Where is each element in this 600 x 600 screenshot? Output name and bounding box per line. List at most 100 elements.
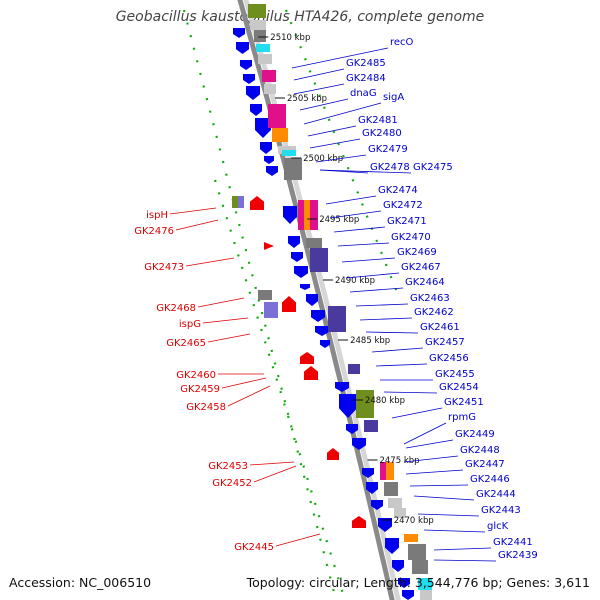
forward-gene-arrow: [352, 516, 366, 528]
gene-label: GK2481: [358, 115, 398, 126]
gene-label: glcK: [487, 521, 509, 532]
gene-leader-line: [345, 272, 400, 279]
reverse-gene-arrow: [236, 42, 249, 54]
feature-block: [404, 534, 418, 542]
topology-text: Topology: circular; Length: 3,544,776 bp…: [246, 575, 590, 590]
gene-leader-line: [337, 242, 390, 247]
forward-gene-arrow: [282, 296, 296, 312]
gene-label: recO: [390, 37, 414, 48]
feature-block: [238, 196, 244, 208]
gene-leader-line: [405, 439, 454, 449]
scale-tick-label: 2505 kbp: [287, 94, 327, 104]
reverse-gene-arrow: [264, 156, 274, 164]
reverse-gene-arrow: [246, 86, 260, 100]
gene-leader-line: [325, 195, 377, 205]
gene-label: GK2463: [410, 293, 450, 304]
gene-leader-line: [221, 377, 267, 389]
gene-label: GK2460: [176, 370, 216, 381]
feature-block: [348, 364, 360, 374]
reverse-gene-arrow: [260, 142, 272, 154]
feature-block: [412, 560, 428, 574]
scale-tick-label: 2485 kbp: [350, 336, 390, 346]
gene-leader-line: [291, 47, 389, 69]
feature-block: [258, 290, 272, 300]
gene-label: GK2455: [435, 369, 475, 380]
reverse-gene-arrow: [315, 326, 329, 336]
gene-label: GK2456: [429, 353, 469, 364]
forward-gene-arrow: [264, 242, 274, 250]
gene-leader-line: [405, 469, 464, 475]
feature-block: [418, 578, 432, 590]
scale-tick-label: 2480 kbp: [365, 396, 405, 406]
reverse-gene-arrow: [362, 468, 374, 478]
gene-label: GK2448: [460, 445, 500, 456]
gene-leader-line: [349, 287, 404, 293]
gene-label: ispH: [146, 210, 168, 221]
gene-label: GK2454: [439, 382, 479, 393]
feature-block: [408, 544, 426, 560]
gene-label: GK2472: [383, 200, 423, 211]
gene-label: GK2449: [455, 429, 495, 440]
feature-block: [264, 84, 276, 94]
gene-label: ispG: [179, 319, 201, 330]
accession-text: Accession: NC_006510: [9, 575, 152, 590]
feature-block: [254, 30, 266, 42]
reverse-gene-arrow: [306, 294, 318, 306]
gene-leader-line: [309, 138, 361, 149]
gene-leader-line: [227, 385, 271, 407]
gene-label: GK2451: [444, 397, 484, 408]
gene-leader-line: [202, 317, 249, 324]
reverse-gene-arrow: [339, 394, 357, 418]
reverse-gene-arrow: [352, 438, 366, 450]
reverse-gene-arrow: [283, 206, 297, 224]
gene-leader-line: [391, 407, 443, 419]
feature-block: [248, 4, 266, 18]
gene-label: GK2443: [481, 505, 521, 516]
gene-leader-line: [413, 495, 475, 501]
gene-label: dnaG: [350, 88, 377, 99]
gene-leader-line: [409, 484, 469, 487]
gene-leader-line: [303, 102, 382, 125]
backbone-outer: [237, 0, 395, 600]
reverse-gene-arrow: [233, 28, 245, 38]
feature-block: [306, 238, 322, 248]
gc-track-line: [213, 179, 347, 600]
gene-leader-line: [185, 257, 235, 267]
feature-block: [304, 200, 310, 230]
gene-label: GK2479: [368, 144, 408, 155]
gene-label: GK2461: [420, 322, 460, 333]
gene-label: GK2446: [470, 474, 510, 485]
gene-leader-line: [403, 455, 459, 463]
gene-leader-line: [375, 363, 428, 367]
reverse-gene-arrow: [378, 518, 392, 532]
feature-block: [272, 128, 288, 142]
feature-block: [386, 462, 394, 480]
reverse-gene-arrow: [392, 560, 404, 572]
feature-block: [232, 196, 240, 208]
gene-leader-line: [355, 303, 409, 307]
gene-label: GK2469: [397, 247, 437, 258]
gene-leader-line: [359, 317, 413, 321]
scale-tick-label: 2495 kbp: [319, 215, 359, 225]
feature-block: [256, 44, 270, 52]
reverse-gene-arrow: [398, 578, 410, 588]
gene-label: GK2439: [498, 550, 538, 561]
scale-tick-label: 2500 kbp: [303, 154, 343, 164]
feature-block: [258, 54, 272, 64]
reverse-gene-arrow: [346, 424, 358, 434]
gene-leader-line: [275, 533, 321, 547]
feature-block: [268, 104, 286, 128]
reverse-gene-arrow: [371, 500, 383, 510]
forward-gene-arrow: [300, 352, 314, 364]
gene-leader-line: [299, 98, 349, 111]
gene-label: GK2468: [156, 303, 196, 314]
scale-tick-label: 2470 kbp: [394, 516, 434, 526]
gene-leader-line: [293, 68, 345, 81]
reverse-gene-arrow: [255, 118, 271, 138]
reverse-gene-arrow: [311, 310, 325, 322]
reverse-gene-arrow: [402, 590, 414, 600]
gene-leader-line: [403, 422, 447, 445]
forward-gene-arrow: [304, 366, 318, 380]
forward-gene-arrow: [250, 196, 264, 210]
